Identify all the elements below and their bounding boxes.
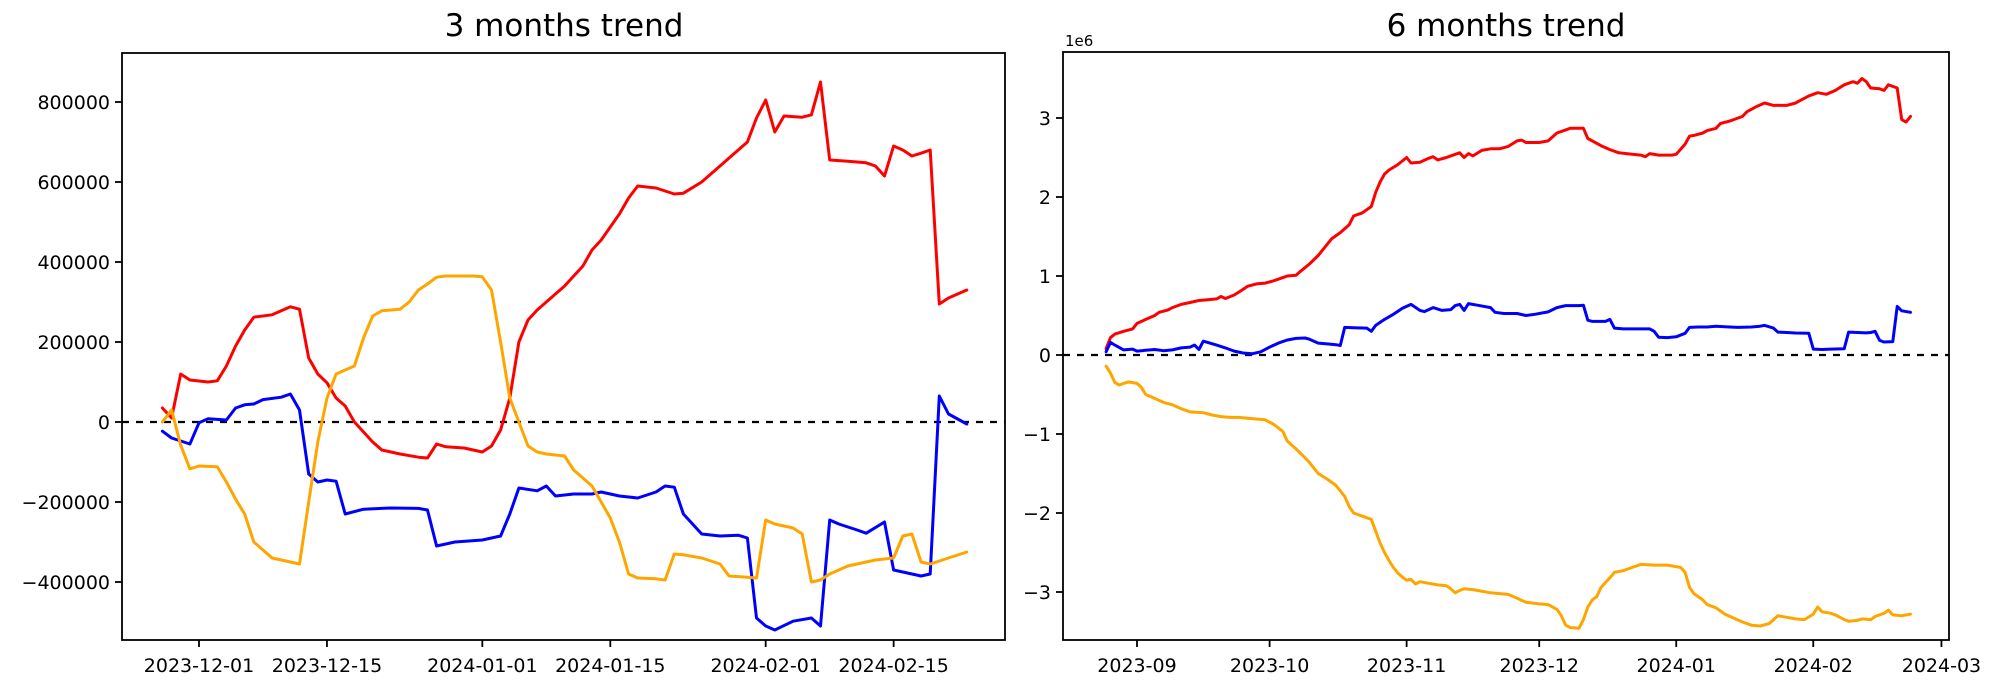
x-tick-label: 2023-12-15: [272, 655, 382, 677]
series-line-orange: [1104, 364, 1912, 630]
chart-title-3-months-trend: 3 months trend: [444, 8, 684, 44]
plot-border: [1062, 51, 1950, 641]
y-tick-label: 400000: [37, 252, 110, 274]
chart-title-6-months-trend: 6 months trend: [1386, 8, 1626, 44]
y-tick-label: 1: [1039, 266, 1051, 288]
y-tick-label: 600000: [37, 172, 110, 194]
axes-trend-6m: 2023-09 2023-10 2023-11 2023-12 2024-01 2024-…: [1023, 32, 1981, 677]
y-axis-offset-label: 1e6: [1065, 32, 1093, 50]
plot-border: [121, 52, 1006, 641]
series-line-red: [160, 80, 969, 460]
y-tick-label: 0: [98, 412, 110, 434]
series-line-orange: [160, 274, 969, 584]
y-tick-label: 200000: [37, 332, 110, 354]
x-tick-label: 2023-09: [1097, 655, 1176, 677]
x-tick-label: 2024-02-15: [838, 655, 948, 677]
y-tick-label: 3: [1039, 108, 1051, 130]
y-tick-label: 0: [1039, 345, 1051, 367]
x-tick-label: 2023-12: [1500, 655, 1579, 677]
series-line-blue: [1104, 302, 1912, 356]
x-tick-label: 2024-01-01: [427, 655, 537, 677]
y-tick-label: −400000: [22, 572, 110, 594]
x-tick-label: 2023-10: [1230, 655, 1309, 677]
y-tick-label: −3: [1023, 582, 1051, 604]
x-tick-label: 2024-03: [1902, 655, 1981, 677]
axes-trend-3m: 2023-12-01 2023-12-15 2024-01-01 2024-01-15…: [22, 52, 1006, 677]
x-tick-label: 2024-02-01: [710, 655, 820, 677]
x-tick-label: 2024-01-15: [555, 655, 665, 677]
y-tick-label: −200000: [22, 492, 110, 514]
y-tick-label: −2: [1023, 503, 1051, 525]
x-tick-label: 2023-12-01: [144, 655, 254, 677]
series-line-blue: [160, 392, 969, 632]
y-tick-label: 2: [1039, 187, 1051, 209]
y-tick-label: 800000: [37, 92, 110, 114]
x-tick-label: 2024-02: [1774, 655, 1853, 677]
y-tick-label: −1: [1023, 424, 1051, 446]
series-line-red: [1104, 77, 1912, 351]
x-tick-label: 2024-01: [1637, 655, 1716, 677]
x-tick-label: 2023-11: [1367, 655, 1446, 677]
